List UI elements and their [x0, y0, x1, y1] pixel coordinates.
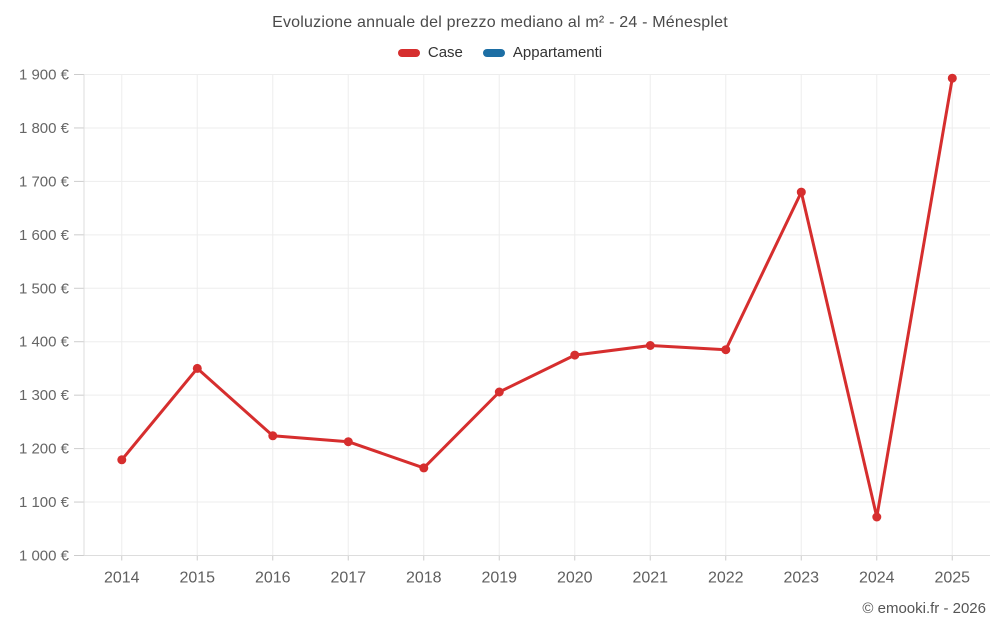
- data-point[interactable]: [947, 73, 957, 83]
- x-axis-label: 2014: [104, 570, 140, 587]
- data-point[interactable]: [872, 512, 882, 522]
- copyright: © emooki.fr - 2026: [862, 600, 986, 617]
- y-axis-label: 1 800 €: [19, 120, 70, 137]
- data-point[interactable]: [192, 363, 202, 373]
- data-point[interactable]: [494, 387, 504, 397]
- y-axis-label: 1 400 €: [19, 334, 70, 351]
- appartamenti-legend-label: Appartamenti: [512, 44, 603, 61]
- appartamenti-legend-swatch-icon: [482, 48, 505, 57]
- x-axis-label: 2017: [330, 570, 366, 587]
- y-axis-label: 1 500 €: [19, 280, 70, 297]
- legend-item-appartamenti[interactable]: Appartamenti: [482, 44, 603, 61]
- data-point[interactable]: [268, 431, 278, 441]
- y-axis-label: 1 000 €: [19, 548, 70, 565]
- y-axis-label: 1 600 €: [19, 227, 70, 244]
- x-axis-label: 2018: [406, 570, 442, 587]
- data-point[interactable]: [419, 463, 429, 473]
- legend-item-case[interactable]: Case: [397, 44, 463, 61]
- case-legend-label: Case: [427, 44, 463, 61]
- x-axis-label: 2021: [632, 570, 668, 587]
- data-point[interactable]: [721, 345, 731, 355]
- x-axis-label: 2024: [859, 570, 895, 587]
- y-axis-label: 1 700 €: [19, 173, 70, 190]
- chart-title: Evoluzione annuale del prezzo mediano al…: [272, 14, 728, 31]
- x-axis-label: 2023: [783, 570, 819, 587]
- data-point[interactable]: [796, 187, 806, 197]
- x-axis-label: 2025: [934, 570, 970, 587]
- x-axis-label: 2016: [255, 570, 291, 587]
- y-axis-label: 1 300 €: [19, 387, 70, 404]
- data-point[interactable]: [645, 341, 655, 350]
- y-axis-label: 1 100 €: [19, 494, 70, 511]
- x-axis-label: 2022: [708, 570, 744, 587]
- data-point[interactable]: [343, 437, 353, 447]
- x-axis-label: 2015: [179, 570, 215, 587]
- y-axis: 1 000 € 1 100 € 1 200 € 1 300 € 1 400 € 1 500…: [19, 67, 990, 565]
- data-point[interactable]: [570, 350, 580, 360]
- data-point[interactable]: [117, 455, 127, 465]
- series-case: [117, 73, 957, 522]
- case-legend-swatch-icon: [397, 48, 420, 57]
- x-axis-label: 2020: [557, 570, 593, 587]
- legend: Case Appartamenti: [0, 44, 1000, 61]
- series-line: [120, 76, 954, 519]
- y-axis-label: 1 200 €: [19, 441, 70, 458]
- x-axis: 2014 2015 2016 2017 2018 2019 2020 2021 2022 2023…: [104, 74, 970, 587]
- x-axis-label: 2019: [481, 570, 517, 587]
- y-axis-label: 1 900 €: [19, 67, 70, 84]
